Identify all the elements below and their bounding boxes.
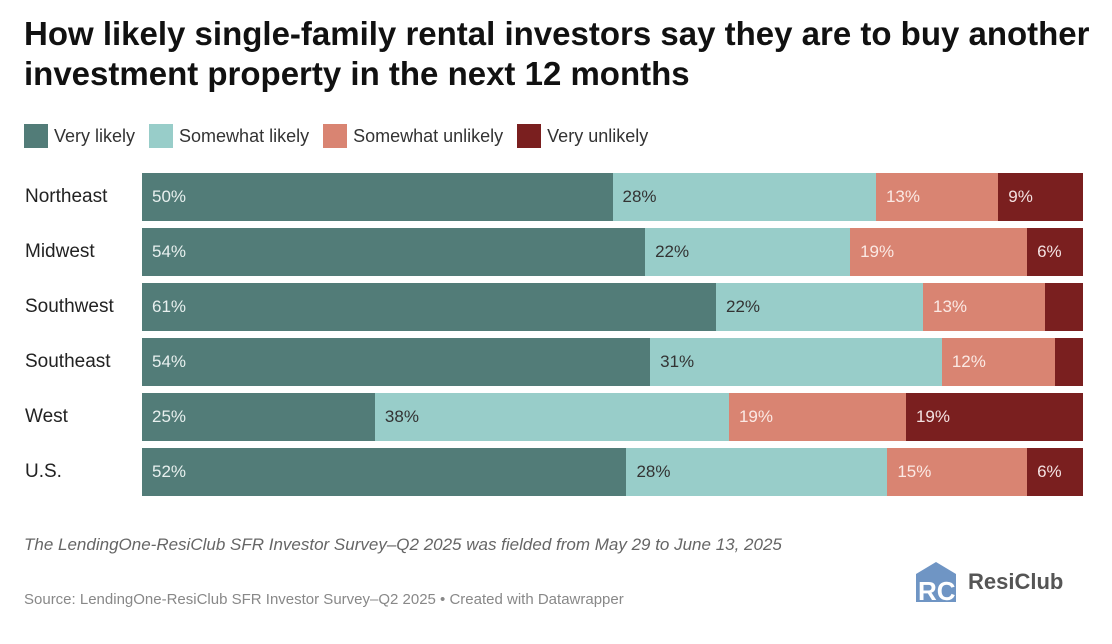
bar-segment: 15% [887, 448, 1028, 496]
data-label: 28% [622, 187, 657, 206]
category-label: Southwest [25, 296, 114, 317]
bar-segment: 19% [728, 393, 906, 441]
bar-segment: 38% [374, 393, 729, 441]
data-label: 54% [152, 352, 187, 371]
legend-item: Somewhat likely [149, 124, 309, 148]
category-label: U.S. [25, 461, 62, 482]
svg-text:RC: RC [918, 576, 956, 604]
data-label: 15% [897, 462, 932, 481]
legend-swatch [323, 124, 348, 148]
data-label: 22% [655, 242, 690, 261]
resiclub-logo: RC ResiClub [912, 560, 1063, 604]
data-label: 25% [152, 407, 187, 426]
data-label: 52% [152, 462, 187, 481]
bar-segment: 6% [1027, 448, 1083, 496]
bar-segment: 9% [998, 173, 1083, 221]
bar-segment: 28% [626, 448, 888, 496]
legend: Very likely Somewhat likely Somewhat unlik… [24, 124, 648, 148]
logo-text: ResiClub [968, 569, 1064, 594]
category-label: Northeast [25, 186, 108, 207]
data-label: 54% [152, 242, 187, 261]
bar-segment: 22% [645, 228, 851, 276]
category-label: Southeast [25, 351, 111, 372]
bar-segment: 31% [650, 338, 942, 386]
source-line: Source: LendingOne-ResiClub SFR Investor… [24, 591, 624, 608]
bar-segment [1045, 283, 1083, 331]
data-label: 61% [152, 297, 187, 316]
data-label: 50% [152, 187, 187, 206]
bar-segment [1054, 338, 1083, 386]
data-label: 12% [951, 352, 986, 371]
legend-item: Very unlikely [517, 124, 648, 148]
data-label: 19% [860, 242, 895, 261]
bar-segment: 50% [142, 173, 613, 221]
bar-segment: 52% [142, 448, 627, 496]
legend-label: Somewhat likely [179, 125, 310, 146]
data-label: 38% [384, 407, 419, 426]
data-label: 28% [636, 462, 671, 481]
legend-label: Somewhat unlikely [353, 125, 504, 146]
data-label: 31% [660, 352, 695, 371]
bar-segment: 54% [142, 228, 646, 276]
bar-segment: 19% [850, 228, 1028, 276]
bar-segment: 61% [142, 283, 716, 331]
data-label: 22% [726, 297, 761, 316]
legend-swatch [149, 124, 174, 148]
bar-segment: 22% [716, 283, 924, 331]
resiclub-logo-icon: RC [916, 562, 956, 604]
bar-segment: 19% [905, 393, 1083, 441]
bar-segment: 13% [875, 173, 999, 221]
survey-note: The LendingOne-ResiClub SFR Investor Sur… [24, 535, 782, 554]
bar-segment: 28% [612, 173, 876, 221]
data-label: 19% [738, 407, 773, 426]
bar-segment: 25% [142, 393, 375, 441]
legend-label: Very unlikely [547, 125, 649, 146]
data-label: 6% [1037, 462, 1062, 481]
data-label: 13% [885, 187, 920, 206]
bar-segment: 6% [1027, 228, 1083, 276]
legend-swatch [517, 124, 542, 148]
legend-item: Somewhat unlikely [323, 124, 503, 148]
legend-swatch [24, 124, 48, 148]
bar-segment: 12% [941, 338, 1055, 386]
data-label: 9% [1008, 187, 1033, 206]
bar-segment: 13% [923, 283, 1046, 331]
category-label: Midwest [25, 241, 95, 262]
legend-item: Very likely [24, 124, 135, 148]
data-label: 19% [915, 407, 950, 426]
chart-title: How likely single-family rental investor… [24, 15, 1090, 92]
bar-segment: 54% [142, 338, 651, 386]
category-label: West [25, 406, 68, 427]
data-label: 6% [1037, 242, 1062, 261]
legend-label: Very likely [54, 125, 136, 146]
data-label: 13% [933, 297, 968, 316]
